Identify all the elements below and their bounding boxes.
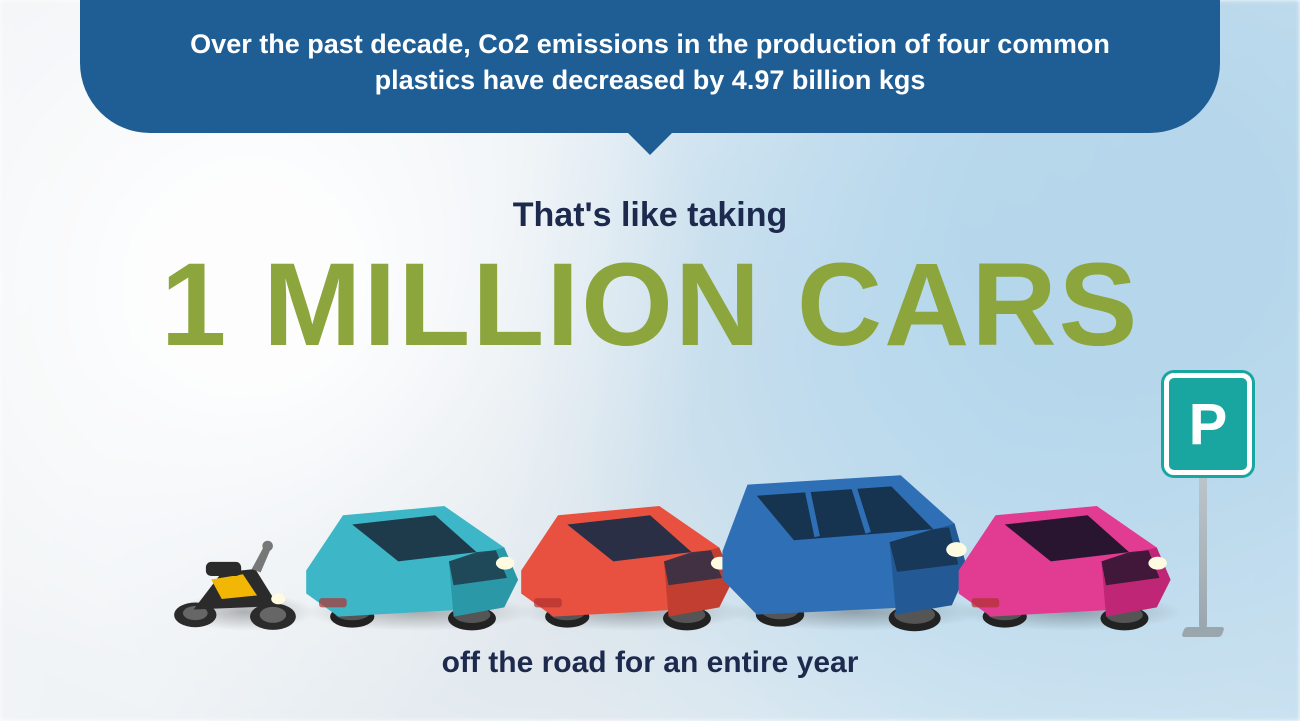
headline-text: Over the past decade, Co2 emissions in t…	[190, 29, 1110, 95]
parking-sign-icon: P	[1158, 377, 1248, 637]
sedan-icon	[285, 460, 530, 635]
closer-text: off the road for an entire year	[0, 646, 1300, 680]
banner-tail-icon	[628, 133, 672, 155]
sedan-icon	[940, 460, 1180, 635]
vehicle-row: P	[0, 395, 1300, 645]
lead-text: That's like taking	[0, 196, 1300, 235]
infographic-stage: Over the past decade, Co2 emissions in t…	[0, 0, 1300, 721]
big-stat-text: 1 MILLION CARS	[0, 246, 1300, 364]
headline-banner: Over the past decade, Co2 emissions in t…	[80, 0, 1220, 133]
